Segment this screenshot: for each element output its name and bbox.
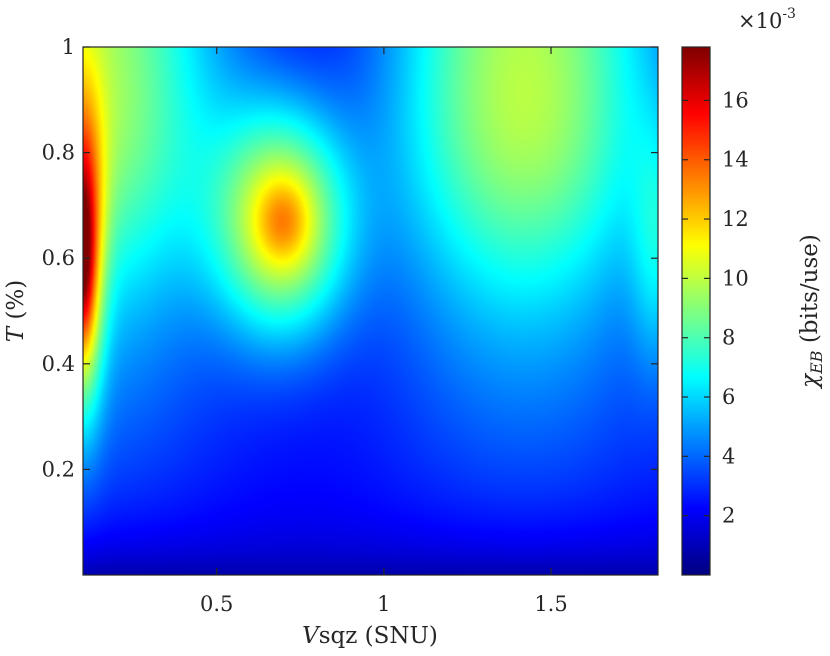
- x-tick-label: 0.5: [200, 592, 233, 616]
- colorbar-exponent-base: ×10: [738, 9, 782, 33]
- y-axis-ticks: 0.2 0.4 0.6 0.8 1: [42, 35, 658, 481]
- colorbar-tick-label: 6: [722, 385, 735, 409]
- colorbar-exponent: ×10-3: [738, 6, 796, 33]
- colorbar-tick-label: 8: [722, 326, 735, 350]
- colorbar-exponent-power: -3: [782, 6, 796, 22]
- colorbar-tick-label: 4: [722, 444, 735, 468]
- colorbar-frame: [681, 46, 711, 576]
- colorbar-tick-label: 10: [722, 266, 749, 290]
- x-axis-label: Vsqz (SNU): [302, 623, 438, 649]
- colorbar-ticks: 2 4 6 8 10 12 14 16: [682, 88, 749, 528]
- x-axis-ticks: 0.5 1 1.5: [200, 47, 568, 616]
- colorbar-label-rest: (bits/use): [797, 234, 823, 350]
- x-tick-label: 1: [377, 592, 390, 616]
- colorbar-tick-label: 14: [722, 148, 749, 172]
- colorbar-gradient: [682, 47, 710, 575]
- colorbar: 2 4 6 8 10 12 14 16: [681, 46, 749, 576]
- plot-frame: [82, 46, 659, 576]
- y-axis-label-rest: (%): [3, 280, 29, 327]
- y-tick-label: 0.2: [42, 457, 75, 481]
- colorbar-tick-label: 12: [722, 207, 749, 231]
- x-axis-label-rest: sqz (SNU): [319, 623, 438, 649]
- y-tick-label: 0.8: [42, 141, 75, 165]
- colorbar-tick-label: 2: [722, 504, 735, 528]
- colorbar-label-var: χ: [797, 372, 823, 390]
- x-tick-label: 1.5: [534, 592, 567, 616]
- heatmap-image: [83, 47, 658, 575]
- x-axis-label-var: V: [302, 623, 321, 649]
- y-tick-label: 1: [62, 35, 75, 59]
- plot-area: 0.5 1 1.5 0.2 0.4 0.6 0.8 1: [42, 35, 659, 616]
- colorbar-label: χEB (bits/use): [797, 234, 826, 390]
- y-axis-label: T (%): [3, 280, 29, 342]
- y-tick-label: 0.6: [42, 246, 75, 270]
- y-axis-label-var: T: [3, 325, 29, 342]
- colorbar-tick-label: 16: [722, 88, 749, 112]
- colorbar-label-sub: EB: [807, 350, 826, 375]
- y-tick-label: 0.4: [42, 352, 75, 376]
